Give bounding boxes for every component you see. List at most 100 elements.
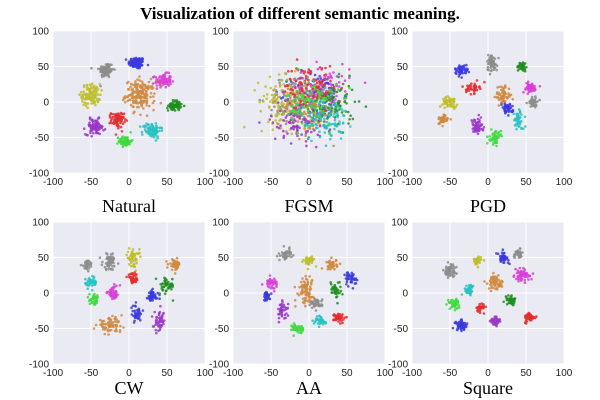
y-tick-label: -50: [35, 324, 50, 335]
data-point: [437, 117, 441, 121]
data-point: [348, 74, 351, 78]
data-point: [322, 320, 326, 324]
data-point: [154, 134, 158, 137]
data-point: [318, 116, 322, 119]
data-point: [93, 123, 97, 127]
data-point: [324, 91, 328, 95]
data-point: [476, 117, 480, 121]
data-point: [489, 66, 493, 69]
data-point: [291, 125, 295, 128]
data-point: [340, 74, 344, 78]
data-point: [517, 120, 521, 124]
data-point: [302, 280, 306, 283]
data-point: [82, 85, 86, 89]
data-point: [115, 123, 119, 127]
data-point: [269, 100, 272, 103]
data-point: [310, 139, 313, 143]
data-point: [293, 98, 297, 101]
data-point: [452, 304, 455, 308]
y-tick-label: -100: [209, 169, 229, 180]
data-point: [174, 264, 177, 268]
data-point: [469, 283, 473, 287]
data-point: [279, 124, 282, 127]
data-point: [81, 97, 84, 101]
data-point: [157, 325, 160, 328]
data-point: [525, 65, 528, 69]
y-tick-label: -50: [35, 133, 50, 144]
data-point: [449, 118, 453, 121]
data-point: [495, 68, 499, 72]
data-point: [336, 88, 340, 91]
data-point: [318, 66, 322, 69]
data-point: [301, 260, 304, 264]
data-point: [305, 259, 308, 262]
data-point: [286, 314, 290, 317]
data-point: [323, 131, 327, 134]
data-point: [347, 110, 350, 114]
data-point: [312, 257, 316, 261]
y-tick-label: 100: [32, 27, 49, 38]
data-point: [162, 322, 165, 326]
data-point: [115, 284, 118, 288]
data-point: [278, 85, 282, 88]
scatter-points: [437, 53, 542, 148]
data-point: [301, 122, 304, 125]
data-point: [286, 302, 290, 306]
data-point: [314, 317, 318, 321]
data-point: [324, 321, 328, 325]
data-point: [315, 81, 319, 85]
data-point: [293, 285, 297, 289]
data-point: [480, 123, 484, 126]
data-point: [321, 104, 325, 108]
data-point: [363, 81, 367, 84]
data-point: [310, 306, 314, 310]
data-point: [332, 85, 336, 89]
data-point: [312, 106, 316, 110]
data-point: [130, 92, 133, 96]
data-point: [127, 141, 130, 144]
data-point: [518, 247, 522, 250]
data-point: [311, 85, 314, 89]
data-point: [305, 89, 309, 92]
data-point: [268, 283, 272, 286]
data-point: [295, 328, 299, 332]
data-point: [483, 280, 486, 283]
data-point: [133, 304, 137, 308]
data-point: [93, 279, 96, 282]
data-point: [115, 325, 118, 328]
data-point: [175, 256, 179, 260]
data-point: [115, 113, 119, 116]
data-point: [78, 93, 81, 96]
data-point: [498, 285, 501, 288]
data-point: [278, 81, 281, 85]
data-point: [323, 120, 326, 123]
data-point: [307, 295, 311, 299]
data-point: [450, 299, 453, 302]
data-point: [525, 320, 529, 323]
data-point: [341, 293, 344, 296]
data-point: [306, 109, 310, 112]
data-point: [332, 115, 336, 118]
data-point: [345, 271, 349, 275]
data-point: [296, 131, 300, 135]
data-point: [268, 75, 272, 79]
data-point: [332, 314, 335, 317]
data-point: [312, 111, 316, 115]
data-point: [283, 72, 287, 75]
data-point: [526, 315, 529, 318]
data-point: [335, 264, 339, 267]
data-point: [334, 98, 337, 101]
data-point: [328, 259, 332, 263]
data-point: [277, 307, 280, 311]
data-point: [298, 97, 301, 101]
data-point: [292, 254, 295, 257]
data-point: [83, 92, 87, 96]
data-point: [152, 108, 155, 112]
data-point: [311, 295, 314, 299]
data-point: [478, 309, 482, 312]
data-point: [498, 280, 502, 284]
data-point: [289, 78, 292, 81]
data-point: [112, 286, 116, 289]
data-point: [328, 72, 332, 76]
data-point: [129, 85, 132, 89]
